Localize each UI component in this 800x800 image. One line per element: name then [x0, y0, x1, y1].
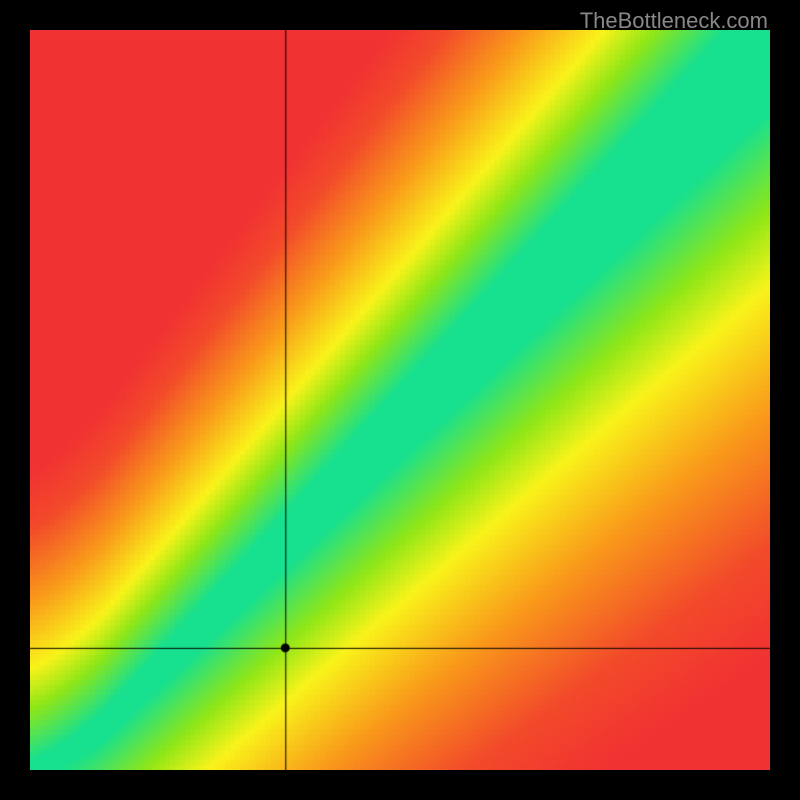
- heatmap-canvas: [30, 30, 770, 770]
- branding-text: TheBottleneck.com: [580, 8, 768, 34]
- heatmap-plot: [30, 30, 770, 770]
